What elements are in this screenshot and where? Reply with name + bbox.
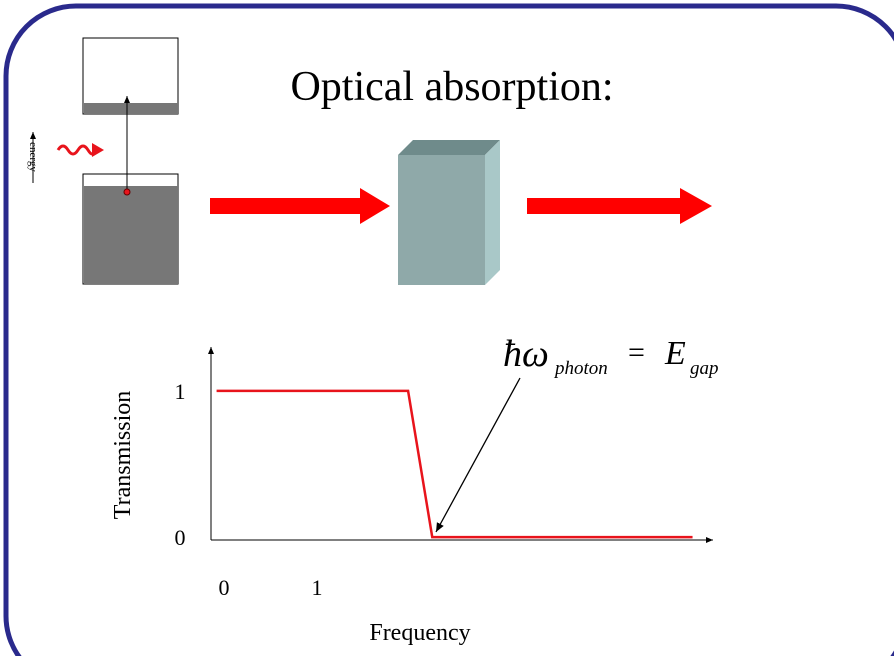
y-tick-label: 1 [175,379,186,404]
x-axis-label: Frequency [369,620,470,646]
slide-title: Optical absorption: [290,64,613,110]
y-axis-label: Transmission [110,391,136,519]
equation-subscript: photon [553,358,608,379]
light-arrows [210,188,712,224]
x-tick-label: 0 [219,575,230,600]
energy-label: energy [27,142,39,172]
transmission-line [216,389,693,539]
pointer-arrow [435,377,521,533]
equation: ħω photon = E gap [503,333,719,379]
sample-block [398,140,500,285]
equation-symbol: ħω [503,333,549,375]
equation-equals: = [628,336,645,369]
x-tick-label: 1 [311,575,322,600]
slide-frame [3,3,894,661]
band-diagram: energy [27,37,179,285]
chart: 0 1 0 1 Frequency Transmission [110,347,713,646]
y-tick-label: 0 [175,525,186,550]
equation-rhs: E [664,335,686,372]
equation-rhs-subscript: gap [690,358,719,379]
